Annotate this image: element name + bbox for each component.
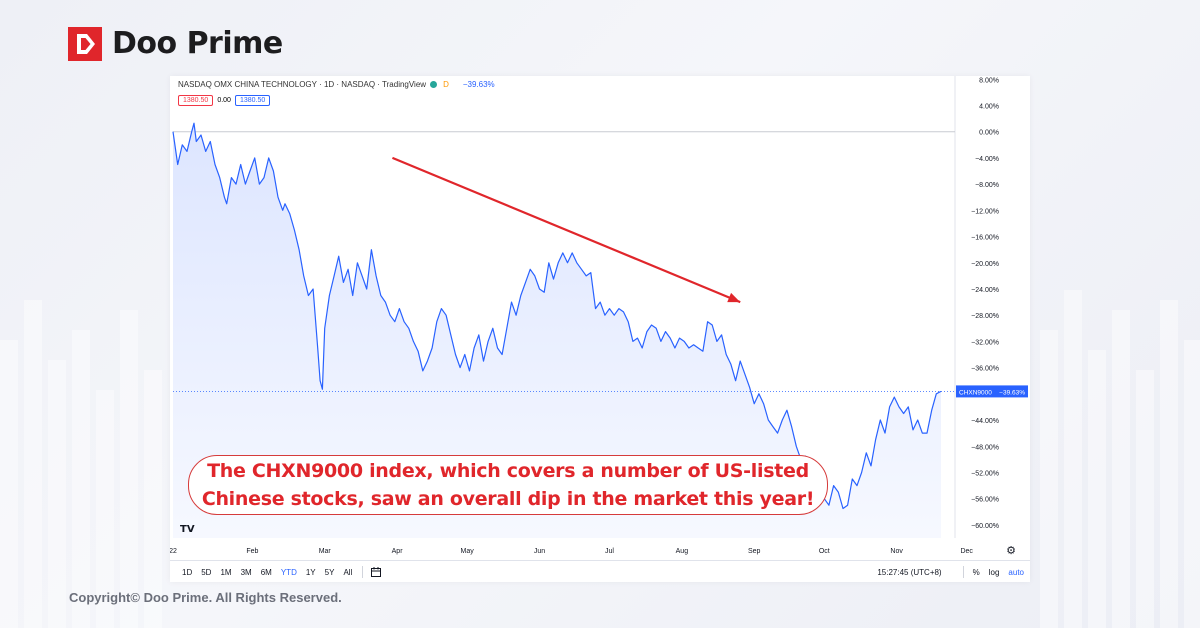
range-1y[interactable]: 1Y [305,567,316,577]
chart-title: NASDAQ OMX CHINA TECHNOLOGY · 1D · NASDA… [178,80,427,89]
y-tick-label: −24.00% [971,287,999,294]
price-label-symbol: CHXN9000 [959,389,992,396]
range-6m[interactable]: 6M [260,567,272,577]
range-3m[interactable]: 3M [240,567,252,577]
y-tick-label: −52.00% [971,470,999,477]
toolbar-divider-right [962,566,964,578]
y-tick-label: −32.00% [971,339,999,346]
doo-prime-logo-icon [68,26,102,61]
range-ytd[interactable]: YTD [280,567,297,577]
y-tick-label: −48.00% [971,444,999,451]
y-tick-label: 4.00% [979,103,999,110]
range-5y[interactable]: 5Y [324,567,335,577]
trend-arrow-head [727,292,741,303]
x-tick-label: Apr [392,548,404,555]
chart-header: NASDAQ OMX CHINA TECHNOLOGY · 1D · NASDA… [178,80,495,89]
x-tick-label: Jul [605,548,614,555]
y-tick-label: −4.00% [975,156,999,163]
auto-toggle[interactable]: auto [1008,567,1024,577]
price-boxes: 1380.50 0.00 1380.50 [178,95,271,106]
x-tick-label: Feb [246,548,258,555]
y-tick-label: −44.00% [971,418,999,425]
y-tick-label: −16.00% [971,235,999,242]
x-tick-label: Jun [534,548,545,555]
tradingview-logo-icon: TV [180,524,195,535]
calendar-icon[interactable] [371,567,382,577]
percent-toggle[interactable]: % [972,567,980,577]
clock-time: 15:27:45 (UTC+8) [877,567,942,577]
log-toggle[interactable]: log [988,567,1000,577]
y-tick-label: −60.00% [971,523,999,530]
y-tick-label: −8.00% [975,182,999,189]
brand-name: Doo Prime [112,26,283,61]
sell-price[interactable]: 1380.50 [178,95,214,106]
x-tick-label: May [461,548,475,555]
x-tick-label: Sep [748,548,761,555]
x-tick-label: Dec [960,548,973,555]
status-dot-green [430,81,438,88]
y-tick-label: −36.00% [971,366,999,373]
price-label-value: −39.63% [999,389,1025,396]
x-tick-label: Aug [676,548,689,555]
x-tick-label: Mar [319,548,332,555]
settings-gear-icon: ⚙ [1006,544,1016,557]
series-area [173,123,941,538]
range-5d[interactable]: 5D [201,567,212,577]
copyright: Copyright© Doo Prime. All Rights Reserve… [69,590,342,605]
x-tick-label: 22 [170,548,177,555]
chart-toolbar: 1D 5D 1M 3M 6M YTD 1Y 5Y All 15:27:45 (U… [170,560,1030,583]
y-tick-label: 0.00% [979,130,999,137]
callout-text: The CHXN9000 index, which covers a numbe… [201,460,815,510]
range-all[interactable]: All [343,567,353,577]
buy-price[interactable]: 1380.50 [234,95,271,106]
y-tick-label: 8.00% [979,77,999,84]
toolbar-right: 15:27:45 (UTC+8) % log auto [877,566,1024,578]
brand: Doo Prime [68,26,283,61]
y-tick-label: −56.00% [971,497,999,504]
y-tick-label: −20.00% [971,261,999,268]
y-tick-label: −12.00% [971,208,999,215]
price-label-bg [956,385,1028,398]
x-tick-label: Oct [819,548,830,555]
trend-arrow-line [392,156,741,304]
callout-box: The CHXN9000 index, which covers a numbe… [188,455,828,515]
status-dot-orange: D [443,80,449,89]
range-1d[interactable]: 1D [182,567,193,577]
spread: 0.00 [217,97,231,104]
toolbar-divider [362,566,364,578]
chart-canvas: 8.00% 4.00% 0.00% −4.00% −8.00% −12.00% −16.00… [170,76,1028,557]
y-tick-label: −28.00% [971,313,999,320]
chart-change: −39.63% [462,80,495,89]
range-1m[interactable]: 1M [220,567,232,577]
x-tick-label: Nov [890,548,903,555]
